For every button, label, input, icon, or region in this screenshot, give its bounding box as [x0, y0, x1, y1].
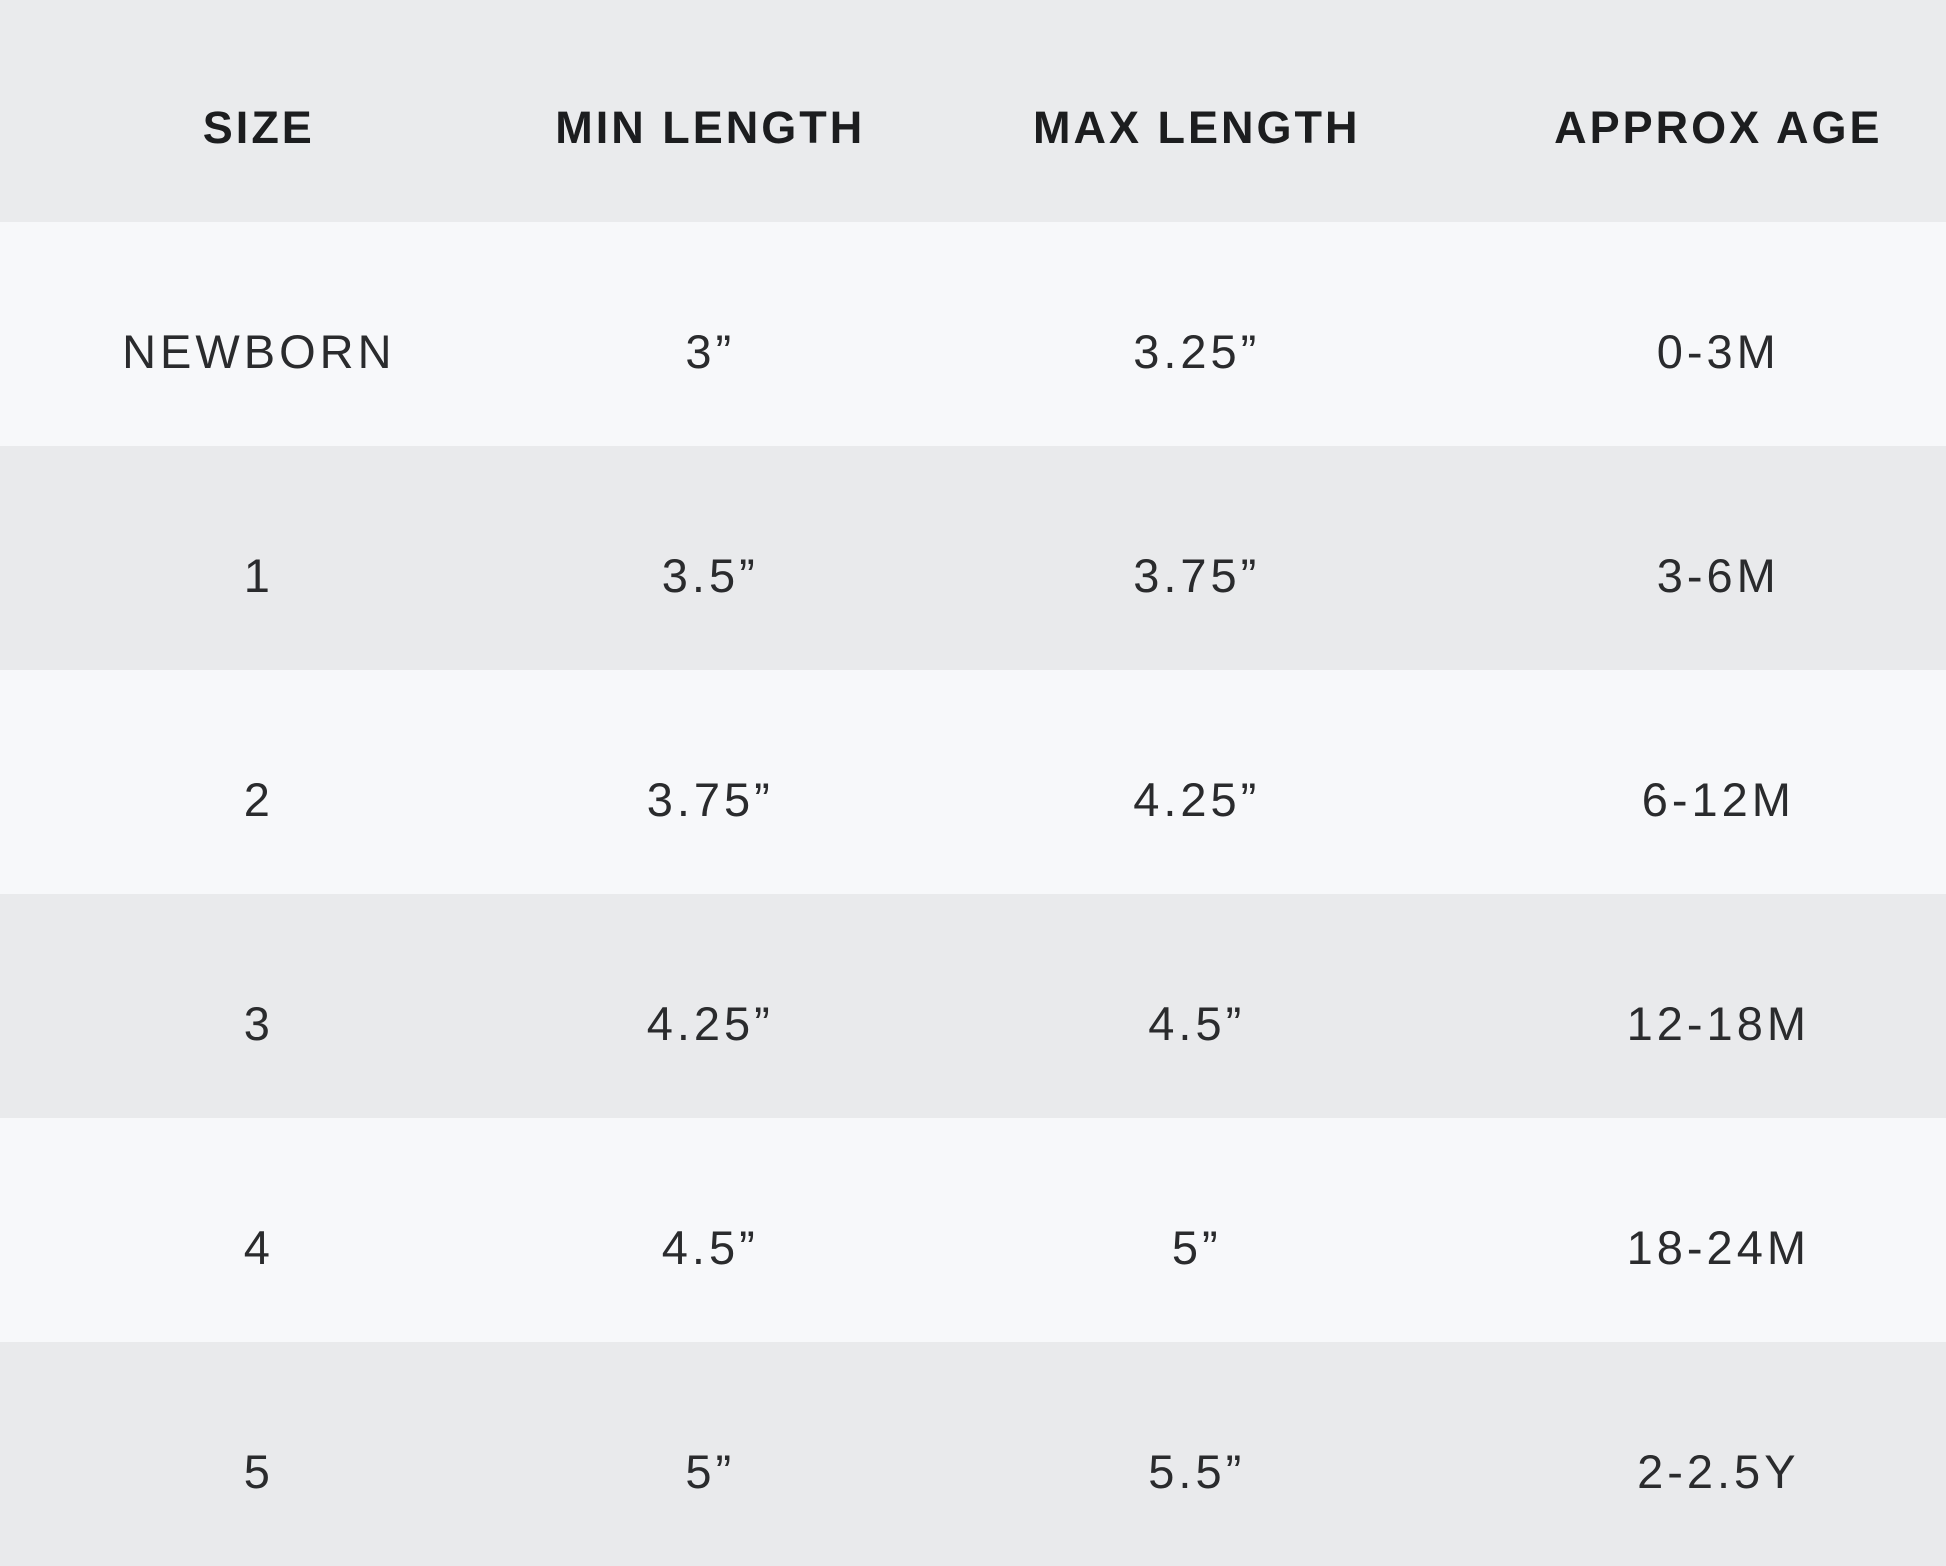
cell-max-length: 5.5”	[1148, 1444, 1246, 1498]
cell-min-length: 5”	[685, 1444, 736, 1498]
cell-size: 5	[243, 1444, 274, 1498]
cell-approx-age: 0-3M	[1656, 324, 1780, 378]
cell-approx-age: 12-18M	[1626, 996, 1810, 1050]
cell-min-length: 3”	[685, 324, 736, 378]
cell-max-length: 3.75”	[1133, 548, 1261, 602]
cell-min-length: 4.25”	[646, 996, 774, 1050]
cell-approx-age: 6-12M	[1641, 772, 1795, 826]
header-min-length: MIN LENGTH	[555, 102, 866, 153]
cell-size: 2	[243, 772, 274, 826]
table-row-size-4: 4 4.5” 5” 18-24M	[0, 1118, 1946, 1342]
table-row-size-2: 2 3.75” 4.25” 6-12M	[0, 670, 1946, 894]
cell-size: 3	[243, 996, 274, 1050]
cell-approx-age: 3-6M	[1656, 548, 1780, 602]
header-max-length: MAX LENGTH	[1033, 102, 1361, 153]
cell-size: 4	[243, 1220, 274, 1274]
cell-min-length: 4.5”	[661, 1220, 759, 1274]
cell-min-length: 3.75”	[646, 772, 774, 826]
table-row-size-3: 3 4.25” 4.5” 12-18M	[0, 894, 1946, 1118]
header-size: SIZE	[202, 102, 315, 153]
cell-max-length: 4.25”	[1133, 772, 1261, 826]
cell-approx-age: 18-24M	[1626, 1220, 1810, 1274]
cell-min-length: 3.5”	[661, 548, 759, 602]
table-row-newborn: NEWBORN 3” 3.25” 0-3M	[0, 222, 1946, 446]
cell-max-length: 4.5”	[1148, 996, 1246, 1050]
header-row: SIZE MIN LENGTH MAX LENGTH APPROX AGE	[0, 0, 1946, 222]
cell-max-length: 5”	[1171, 1220, 1222, 1274]
cell-max-length: 3.25”	[1133, 324, 1261, 378]
table-row-size-1: 1 3.5” 3.75” 3-6M	[0, 446, 1946, 670]
cell-size: 1	[243, 548, 274, 602]
cell-approx-age: 2-2.5Y	[1637, 1444, 1800, 1498]
cell-size: NEWBORN	[122, 324, 396, 378]
header-approx-age: APPROX AGE	[1554, 102, 1883, 153]
table-row-size-5: 5 5” 5.5” 2-2.5Y	[0, 1342, 1946, 1566]
